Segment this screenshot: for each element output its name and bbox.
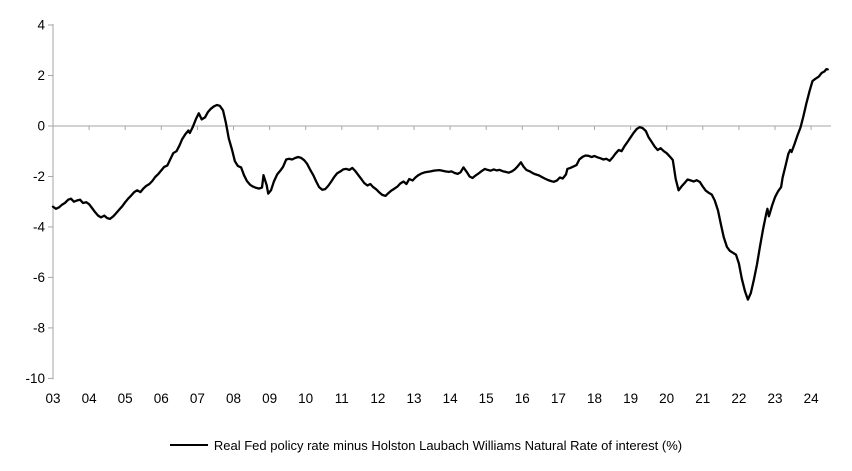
zero-line xyxy=(52,125,831,130)
legend-label: Real Fed policy rate minus Holston Lauba… xyxy=(213,437,683,453)
x-tick-label: 11 xyxy=(335,391,349,406)
y-tick-label: -8 xyxy=(33,321,45,336)
x-tick-label: 08 xyxy=(226,391,241,406)
x-tick-label: 03 xyxy=(45,391,60,406)
x-tick-label: 13 xyxy=(406,391,421,406)
y-tick-label: 4 xyxy=(37,18,45,33)
y-axis xyxy=(48,24,54,380)
x-tick-label: 10 xyxy=(298,391,313,406)
y-axis-labels: 4 2 0 -2 -4 -6 -8 -10 xyxy=(25,18,45,386)
data-line xyxy=(51,68,829,301)
x-tick-label: 05 xyxy=(118,391,133,406)
x-tick-label: 21 xyxy=(695,391,710,406)
legend: Real Fed policy rate minus Holston Lauba… xyxy=(0,434,852,456)
x-tick-label: 12 xyxy=(370,391,385,406)
x-tick-label: 09 xyxy=(262,391,277,406)
legend-line-swatch xyxy=(169,444,208,446)
x-tick-label: 15 xyxy=(479,391,494,406)
y-tick-label: 2 xyxy=(37,68,45,83)
y-tick-label: 0 xyxy=(37,119,45,134)
y-tick-label: -2 xyxy=(33,169,45,184)
x-tick-label: 04 xyxy=(82,391,98,406)
x-tick-label: 20 xyxy=(659,391,674,406)
x-tick-label: 23 xyxy=(767,391,782,406)
x-tick-label: 07 xyxy=(190,391,205,406)
y-tick-label: -4 xyxy=(33,220,45,235)
y-tick-label: -6 xyxy=(33,270,45,285)
x-tick-label: 18 xyxy=(587,391,602,406)
x-tick-label: 19 xyxy=(623,391,638,406)
x-tick-label: 22 xyxy=(731,391,746,406)
x-tick-label: 16 xyxy=(515,391,530,406)
x-axis-labels: 03 04 05 06 07 08 09 10 11 12 13 14 15 16 17 18 19 20 21 22… xyxy=(45,391,819,406)
x-tick-label: 14 xyxy=(443,391,459,406)
x-tick-label: 06 xyxy=(154,391,169,406)
x-tick-label: 17 xyxy=(551,391,566,406)
x-tick-label: 24 xyxy=(804,391,820,406)
y-tick-label: -10 xyxy=(25,371,45,386)
